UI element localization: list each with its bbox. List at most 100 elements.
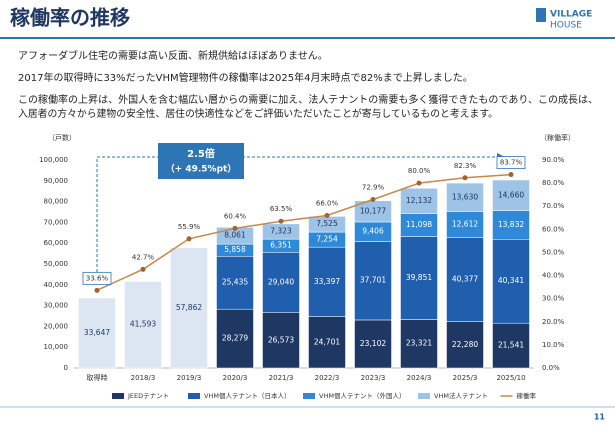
y-tick-label: 70,000	[44, 218, 69, 226]
bar-label: 7,323	[270, 226, 292, 235]
y2-tick-label: 90.0%	[542, 156, 565, 164]
bar-segment	[446, 182, 484, 212]
x-tick-label: 2022/3	[315, 374, 340, 382]
annotation-text: （+ 49.5%pt）	[166, 164, 237, 175]
bar-segment	[124, 281, 162, 369]
line-label: 33.6%	[86, 274, 109, 282]
line-marker	[232, 225, 238, 231]
x-tick-label: 2019/3	[177, 374, 202, 382]
y-tick-label: 90,000	[44, 177, 69, 185]
line-marker	[140, 266, 146, 272]
bar-label: 28,279	[222, 334, 248, 343]
legend-label: VHM法人テナント	[434, 391, 488, 400]
legend-label: 稼働率	[517, 391, 537, 400]
paragraph: 2017年の取得時に33%だったVHM管理物件の稼働率は2025年4月末時点で8…	[18, 71, 473, 84]
x-tick-label: 2020/3	[223, 374, 248, 382]
x-tick-label: 2023/3	[361, 374, 386, 382]
bar-label: 23,102	[360, 339, 386, 348]
bar-segment	[492, 179, 530, 211]
bar-label: 33,397	[314, 277, 340, 286]
bar-label: 11,098	[406, 220, 432, 229]
y2-tick-label: 20.0%	[542, 318, 565, 326]
bar-label: 24,701	[314, 337, 340, 346]
line-label: 66.0%	[316, 199, 339, 207]
paragraph: 入居者の方々から建物の安全性、居住の快適性などをご評価いただいたことが寄与してい…	[18, 107, 498, 120]
y-tick-label: 10,000	[44, 343, 69, 351]
logo-text: HOUSE	[550, 21, 582, 31]
bar-segment	[216, 256, 254, 310]
y2-tick-label: 10.0%	[542, 341, 565, 349]
bar-segment	[446, 237, 484, 322]
bar-label: 22,280	[452, 340, 478, 349]
bar-label: 26,573	[268, 335, 294, 344]
paragraph: この稼働率の上昇は、外国人を含む幅広い層からの需要に加え、法人テナントの需要も多…	[18, 93, 598, 106]
bar-label: 29,040	[268, 278, 294, 287]
bar-label: 23,321	[406, 339, 432, 348]
line	[96, 173, 512, 292]
bar-label: 7,254	[316, 235, 338, 244]
bar-label: 37,701	[360, 276, 386, 285]
bar-segment	[262, 252, 300, 313]
y-tick-label: 40,000	[44, 281, 69, 289]
bar-segment	[400, 236, 438, 320]
line-marker	[324, 212, 330, 218]
bar-label: 10,177	[360, 206, 386, 215]
legend-swatch	[112, 393, 124, 399]
line-label: 80.0%	[408, 167, 431, 175]
line-label: 83.7%	[500, 159, 523, 167]
y-tick-label: 20,000	[44, 322, 69, 330]
bar-segment	[262, 312, 300, 369]
slide-title: 稼働率の推移	[10, 6, 130, 30]
bar-segment	[216, 308, 254, 369]
label-box	[82, 271, 112, 285]
bar-segment	[170, 247, 208, 369]
y-tick-label: 0	[64, 364, 68, 372]
bar-label: 7,525	[316, 219, 338, 228]
x-tick-label: 取得時	[87, 373, 108, 382]
line-marker	[186, 236, 192, 242]
annotation-box	[158, 143, 244, 179]
y2-tick-label: 70.0%	[542, 202, 565, 210]
line-marker	[462, 175, 468, 181]
bar-segment	[492, 210, 530, 240]
bar-label: 9,406	[362, 227, 384, 236]
legend-label: VHM個人テナント（外国人）	[319, 391, 405, 400]
bar-label: 21,541	[498, 341, 524, 350]
y-tick-label: 100,000	[39, 156, 68, 164]
logo-icon	[536, 8, 546, 22]
paragraph: アフォーダブル住宅の需要は高い反面、新規供給はほぼありません。	[18, 49, 328, 62]
bar-label: 25,435	[222, 278, 248, 287]
y2-tick-label: 60.0%	[542, 225, 565, 233]
legend-swatch	[188, 393, 200, 399]
bar-label: 13,832	[498, 220, 524, 229]
y2-tick-label: 40.0%	[542, 272, 565, 280]
bar-label: 5,858	[224, 245, 246, 254]
legend-swatch	[303, 393, 315, 399]
annotation-text: 2.5倍	[187, 147, 215, 160]
page-number: 11	[594, 413, 606, 422]
bar-segment	[262, 223, 300, 240]
line-label: 63.5%	[270, 205, 293, 213]
y2-tick-label: 80.0%	[542, 179, 565, 187]
y2-tick-label: 30.0%	[542, 295, 565, 303]
x-tick-label: 2024/3	[407, 374, 432, 382]
line-marker	[278, 218, 284, 224]
line-label: 82.3%	[454, 162, 477, 170]
bar-label: 6,351	[270, 241, 292, 250]
logo-text: VILLAGE	[550, 10, 592, 20]
line-label: 55.9%	[178, 223, 201, 231]
y2-tick-label: 0.0%	[542, 364, 560, 372]
x-tick-label: 2021/3	[269, 374, 294, 382]
bar-segment	[308, 246, 346, 317]
bar-label: 12,132	[406, 196, 432, 205]
bar-segment	[446, 321, 484, 369]
annotation-arrow	[96, 156, 497, 277]
line-label: 42.7%	[132, 253, 155, 261]
bar-label: 13,630	[452, 192, 478, 201]
x-tick-label: 2025/10	[496, 374, 525, 382]
bar-label: 39,851	[406, 273, 432, 282]
bar-label: 8,061	[224, 231, 246, 240]
bar-label: 33,647	[84, 328, 110, 337]
line-marker	[416, 180, 422, 186]
